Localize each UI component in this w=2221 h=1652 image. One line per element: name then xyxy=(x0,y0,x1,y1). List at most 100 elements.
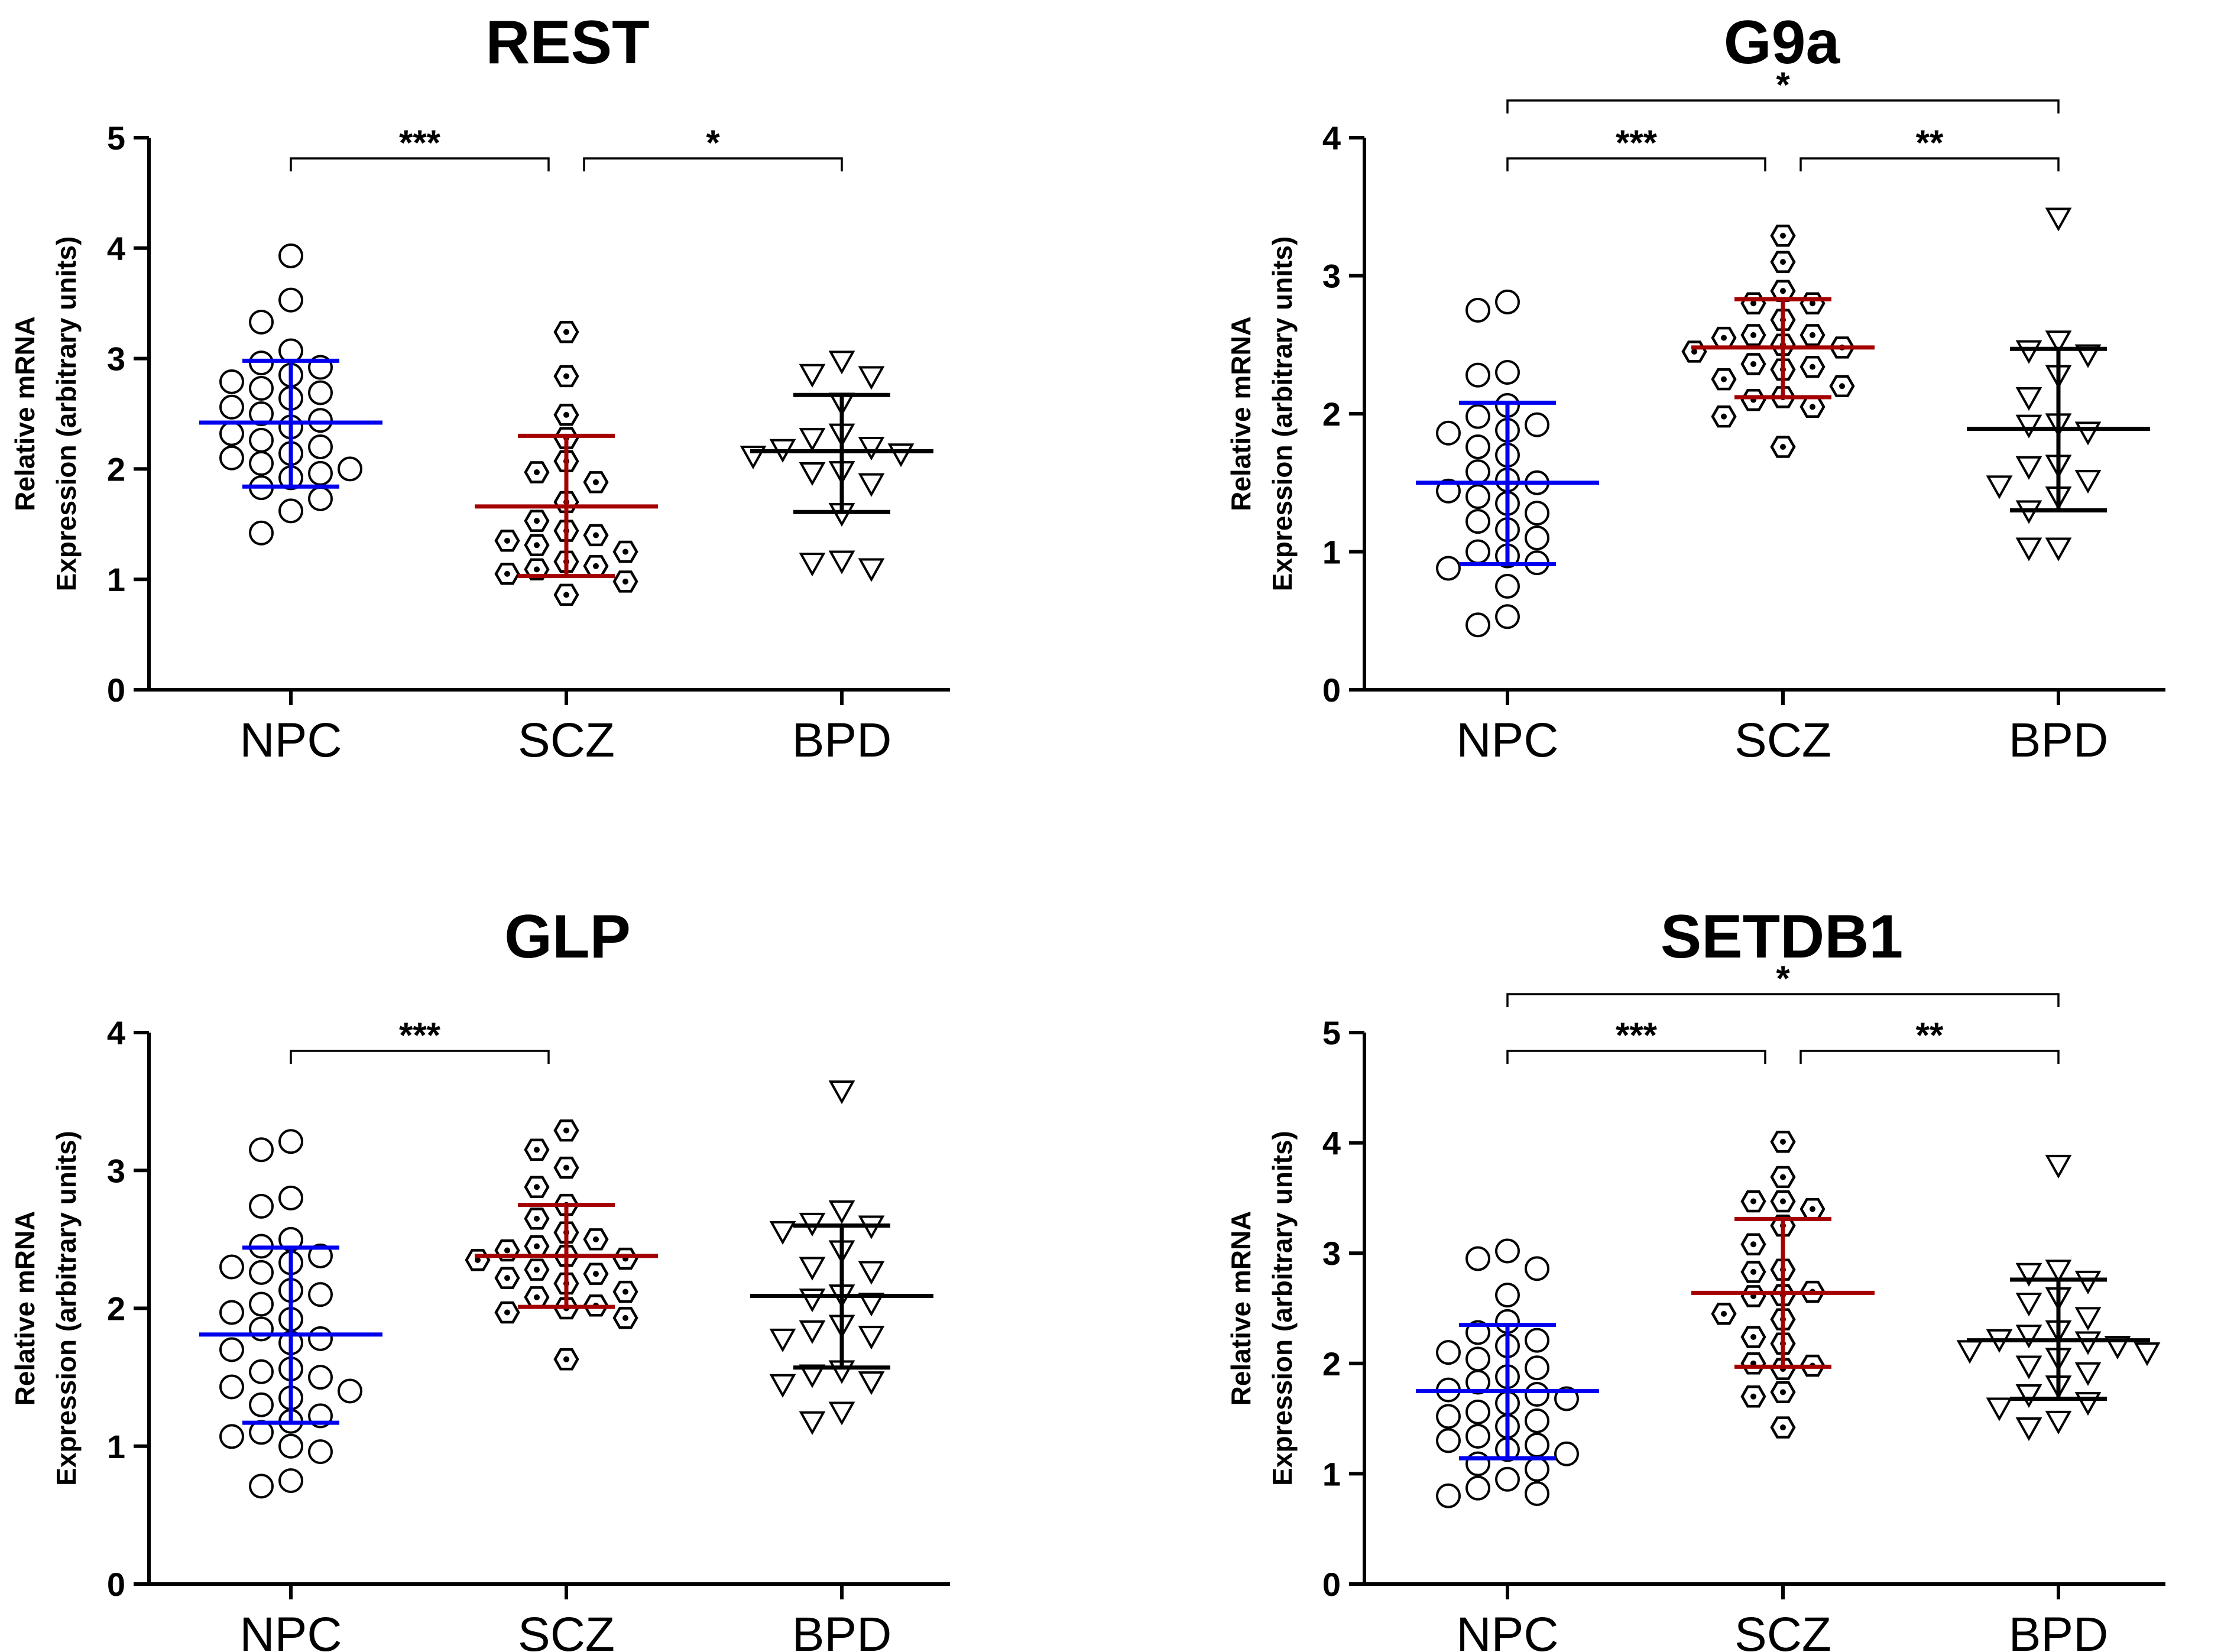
significance-label: * xyxy=(706,123,720,163)
data-point-dot xyxy=(475,1257,481,1263)
y-axis-label-line2: Expression (arbitrary units) xyxy=(1267,1131,1298,1486)
data-point xyxy=(1465,362,1490,388)
y-axis-label-line1: Relative mRNA xyxy=(9,316,40,511)
data-point xyxy=(249,309,274,335)
data-point xyxy=(799,553,826,577)
data-point xyxy=(2074,1270,2102,1294)
data-point xyxy=(2015,1262,2042,1287)
chart-panel-glp: GLP Relative mRNA Expression (arbitrary un… xyxy=(9,903,950,1652)
data-point xyxy=(1525,1408,1549,1433)
data-point xyxy=(799,462,826,486)
significance-label: ** xyxy=(1916,123,1944,163)
y-axis-label-line1: Relative mRNA xyxy=(1225,1211,1256,1406)
y-tick-label: 1 xyxy=(107,1428,125,1465)
data-point xyxy=(1495,573,1520,599)
chart-title: G9a xyxy=(1724,8,1841,77)
data-point xyxy=(249,427,274,453)
data-point xyxy=(2015,1417,2042,1442)
data-point-dot xyxy=(504,1247,510,1254)
data-point xyxy=(308,460,333,486)
bracket-line xyxy=(1506,157,1766,171)
significance-bracket: ** xyxy=(1800,123,2060,171)
data-point xyxy=(828,1080,855,1105)
data-point-dot xyxy=(1721,376,1727,382)
y-tick-label: 0 xyxy=(1322,1566,1341,1603)
y-tick-label: 4 xyxy=(107,230,125,267)
data-point xyxy=(1525,1382,1549,1407)
y-tick-label: 2 xyxy=(107,1290,125,1328)
series-npc xyxy=(199,243,382,546)
data-point xyxy=(308,486,333,511)
data-point xyxy=(1986,1397,2013,1421)
y-tick-label: 4 xyxy=(1322,1125,1341,1162)
data-point xyxy=(2015,537,2042,562)
data-point-dot xyxy=(534,1294,540,1300)
data-point-dot xyxy=(1780,1424,1786,1431)
series-scz xyxy=(475,321,658,606)
data-point xyxy=(249,1474,274,1499)
x-tick-label-scz: SCZ xyxy=(518,713,615,767)
significance-bracket: *** xyxy=(1506,1015,1766,1064)
data-point xyxy=(858,366,885,390)
data-point xyxy=(828,550,855,575)
data-point xyxy=(1465,612,1490,638)
significance-label: * xyxy=(1776,65,1790,105)
data-point xyxy=(1554,1441,1579,1466)
data-point xyxy=(338,456,362,482)
data-point xyxy=(799,363,826,388)
data-point xyxy=(858,558,885,582)
y-tick-label: 3 xyxy=(107,340,125,378)
data-point-dot xyxy=(1780,1138,1786,1145)
significance-bracket: * xyxy=(583,123,843,171)
data-point-dot xyxy=(534,1243,540,1249)
significance-label: * xyxy=(1776,959,1790,998)
data-point xyxy=(1986,475,2013,499)
data-point-dot xyxy=(534,542,540,548)
data-point xyxy=(828,350,855,375)
y-tick-label: 1 xyxy=(1322,534,1341,571)
data-point xyxy=(1465,1320,1490,1345)
significance-label: *** xyxy=(399,123,441,163)
data-point xyxy=(1495,1283,1520,1308)
data-point xyxy=(249,1359,274,1384)
y-tick-label: 1 xyxy=(107,561,125,598)
data-point xyxy=(219,1254,244,1280)
data-point xyxy=(1436,478,1461,504)
bracket-line xyxy=(1506,99,2060,113)
data-point xyxy=(1436,1428,1461,1453)
data-point xyxy=(1465,484,1490,509)
bracket-line xyxy=(1506,993,2060,1007)
data-point xyxy=(219,421,244,446)
y-tick-label: 2 xyxy=(1322,1345,1341,1382)
data-point-dot xyxy=(1750,332,1756,338)
data-point xyxy=(249,401,274,426)
data-point xyxy=(2045,1260,2072,1284)
x-tick-label-scz: SCZ xyxy=(1734,1608,1831,1652)
data-point-dot xyxy=(1750,1241,1756,1248)
significance-label: *** xyxy=(1616,123,1658,163)
data-point-dot xyxy=(504,1309,510,1316)
series-bpd xyxy=(1956,1154,2161,1442)
y-axis-label-line1: Relative mRNA xyxy=(1225,316,1256,511)
y-tick-label: 4 xyxy=(107,1014,125,1051)
data-point-dot xyxy=(1721,335,1727,341)
data-point xyxy=(249,1137,274,1163)
series-scz xyxy=(465,1119,658,1371)
chart-panel-g9a: G9a Relative mRNA Expression (arbitrary un… xyxy=(1225,8,2165,767)
data-point xyxy=(2045,537,2072,562)
data-point xyxy=(1525,1432,1549,1458)
data-point xyxy=(308,380,333,405)
data-point-dot xyxy=(563,1356,569,1362)
series-bpd xyxy=(740,350,933,582)
data-point xyxy=(308,1243,333,1268)
data-point-dot xyxy=(1810,404,1815,410)
data-point-dot xyxy=(563,329,569,335)
y-tick-label: 3 xyxy=(107,1152,125,1189)
data-point xyxy=(1495,359,1520,385)
data-point xyxy=(1465,539,1490,564)
data-point xyxy=(2015,414,2042,439)
data-point xyxy=(308,434,333,460)
bracket-line xyxy=(1800,1050,2060,1064)
series-npc xyxy=(199,1129,382,1499)
y-tick-label: 1 xyxy=(1322,1455,1341,1492)
